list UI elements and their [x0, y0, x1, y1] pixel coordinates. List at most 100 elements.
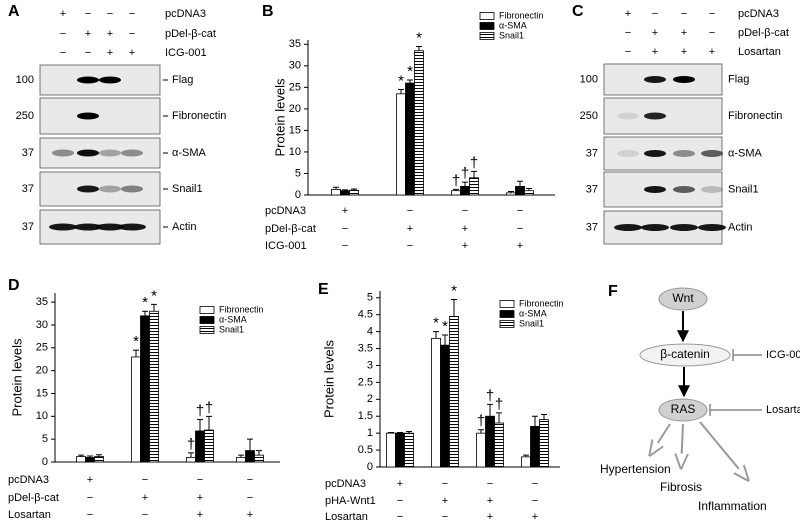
- condition-sign: +: [532, 511, 538, 522]
- bar: [140, 315, 150, 463]
- condition-sign: +: [197, 509, 203, 521]
- condition-sign: −: [142, 509, 148, 521]
- y-tick-label: 20: [289, 103, 301, 115]
- bar: [476, 432, 486, 468]
- error-bar: [471, 170, 477, 178]
- condition-sign: +: [487, 495, 493, 507]
- condition-name: pcDNA3: [265, 205, 306, 217]
- condition-sign: −: [532, 495, 538, 507]
- error-bar: [487, 403, 493, 417]
- condition-sign: +: [342, 205, 348, 217]
- significance-marker: *: [398, 72, 404, 89]
- significance-marker: †: [495, 396, 503, 413]
- bar: [149, 310, 159, 463]
- bar: [539, 419, 549, 468]
- treatment-sign: −: [709, 27, 715, 39]
- bar: [451, 190, 461, 196]
- y-tick-label: 4: [367, 326, 373, 338]
- band-name: Flag: [172, 74, 193, 86]
- node: [658, 287, 708, 311]
- legend-label: α-SMA: [519, 308, 547, 318]
- molecular-weight: 250: [580, 110, 598, 122]
- bar: [395, 432, 405, 468]
- condition-sign: −: [517, 223, 523, 235]
- blot-band: [644, 76, 666, 83]
- error-bar: [197, 419, 203, 431]
- blot-band: [673, 150, 695, 157]
- legend-swatch: [499, 320, 515, 328]
- treatment-name: pcDNA3: [165, 8, 206, 20]
- legend-label: α-SMA: [499, 20, 527, 30]
- condition-sign: −: [462, 205, 468, 217]
- legend-swatch: [199, 306, 215, 314]
- legend-swatch: [499, 310, 515, 318]
- error-bar: [532, 415, 538, 427]
- inhibitor: [732, 349, 762, 361]
- treatment-name: Losartan: [738, 46, 781, 58]
- bar: [76, 456, 86, 463]
- error-bar: [96, 454, 102, 457]
- treatment-name: ICG-001: [165, 47, 207, 59]
- y-tick-label: 0: [295, 189, 301, 201]
- error-bar: [398, 89, 404, 94]
- significance-marker: †: [477, 413, 485, 430]
- bar: [404, 432, 414, 468]
- panel-label: E: [318, 281, 329, 298]
- blot-band: [617, 150, 639, 157]
- condition-sign: −: [407, 240, 413, 252]
- error-bar: [142, 310, 148, 316]
- legend-swatch: [199, 316, 215, 324]
- error-bar: [406, 430, 412, 434]
- blot-band: [99, 76, 121, 84]
- condition-sign: −: [342, 240, 348, 252]
- error-bar: [206, 415, 212, 431]
- band-name: Fibronectin: [172, 110, 226, 122]
- significance-marker: *: [451, 282, 457, 299]
- condition-sign: −: [87, 492, 93, 504]
- condition-name: Losartan: [325, 511, 368, 522]
- band-name: α-SMA: [728, 147, 763, 159]
- blot-band: [614, 224, 642, 231]
- significance-marker: †: [461, 165, 469, 182]
- band-name: Snail1: [728, 183, 759, 195]
- outcome-label: Fibrosis: [660, 480, 702, 494]
- blot-band: [701, 186, 723, 193]
- error-bar: [388, 431, 394, 434]
- y-tick-label: 1.5: [358, 410, 373, 422]
- error-bar: [541, 414, 547, 420]
- node: [639, 343, 731, 367]
- condition-sign: +: [442, 495, 448, 507]
- inhibitor: [709, 404, 762, 416]
- error-bar: [247, 438, 253, 451]
- legend-swatch: [479, 22, 495, 30]
- y-tick-label: 15: [36, 387, 48, 399]
- panel-label: C: [572, 3, 584, 20]
- error-bar: [442, 334, 448, 346]
- bar: [386, 432, 396, 468]
- blot-band: [99, 149, 121, 157]
- molecular-weight: 37: [22, 183, 34, 195]
- bar: [340, 190, 350, 196]
- significance-marker: *: [151, 287, 157, 304]
- band-name: α-SMA: [172, 147, 207, 159]
- y-tick-label: 3.5: [358, 342, 373, 354]
- molecular-weight: 37: [22, 221, 34, 233]
- blot-band: [77, 112, 99, 120]
- band-name: Snail1: [172, 183, 203, 195]
- condition-sign: −: [442, 511, 448, 522]
- bar: [349, 189, 359, 196]
- significance-marker: *: [407, 63, 413, 80]
- outcome-arrow: [681, 423, 683, 468]
- bar: [530, 425, 540, 468]
- y-axis-label: Protein levels: [272, 78, 287, 157]
- condition-sign: −: [397, 511, 403, 522]
- blot-band: [673, 76, 695, 83]
- condition-name: pcDNA3: [325, 478, 366, 490]
- treatment-sign: +: [709, 46, 715, 58]
- blot-band: [99, 185, 121, 193]
- error-bar: [238, 454, 244, 458]
- blot-band: [118, 223, 146, 231]
- treatment-sign: −: [652, 8, 658, 20]
- legend-swatch: [499, 300, 515, 308]
